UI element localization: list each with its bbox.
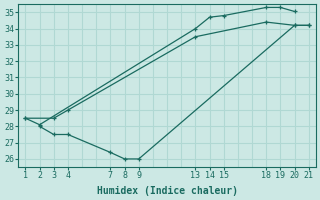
X-axis label: Humidex (Indice chaleur): Humidex (Indice chaleur) xyxy=(97,186,237,196)
